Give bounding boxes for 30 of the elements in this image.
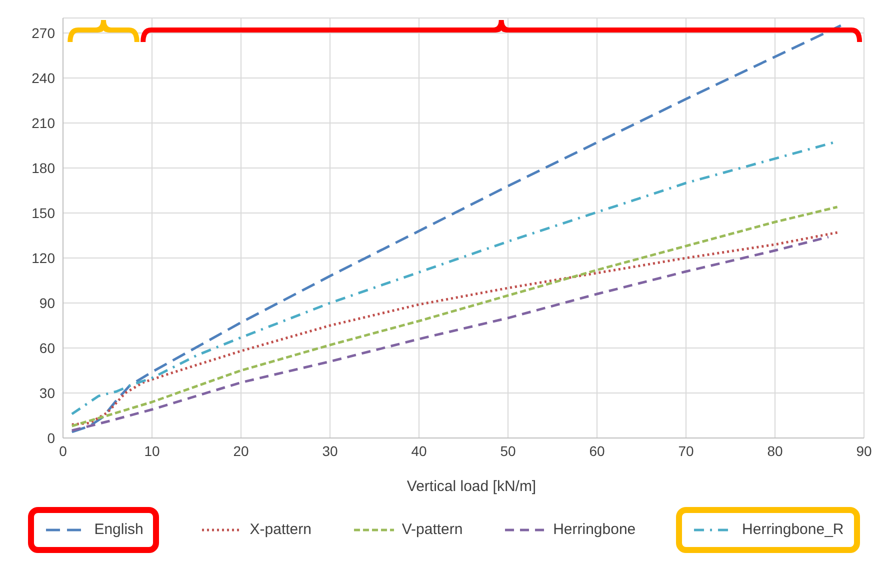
x-tick-label: 10 [144,442,160,459]
x-tick-label: 0 [59,442,68,459]
x-tick-label: 90 [856,442,872,459]
x-tick-label: 30 [322,442,338,459]
legend-label: Herringbone_R [742,521,844,538]
y-tick-label: 120 [32,250,56,266]
y-tick-label: 90 [39,294,56,311]
legend-label: X-pattern [250,521,312,538]
legend-label: V-pattern [402,521,463,538]
x-tick-label: 50 [500,442,516,459]
x-tick-label: 80 [767,442,783,459]
y-tick-label: 0 [47,430,56,446]
x-axis-title: Vertical load [kN/m] [406,478,538,495]
y-tick-label: 150 [32,204,56,221]
legend-label: Herringbone [553,521,636,538]
x-tick-label: 70 [678,442,694,459]
y-tick-label: 30 [39,384,56,401]
rounded-frame: Herringbone_R [676,507,860,552]
legend-label: English [94,521,144,538]
line-series [70,24,842,434]
x-tick-label: 60 [589,442,605,459]
x-tick-label: 20 [233,442,249,459]
y-tick-label: 210 [32,114,56,131]
y-tick-label: 60 [39,340,56,356]
y-tick-label: 270 [32,24,56,41]
line-series [70,141,835,416]
rounded-frame: English [28,507,160,552]
y-tick-label: 240 [32,70,56,86]
y-tick-label: 180 [32,160,56,176]
x-tick-label: 40 [411,442,427,459]
